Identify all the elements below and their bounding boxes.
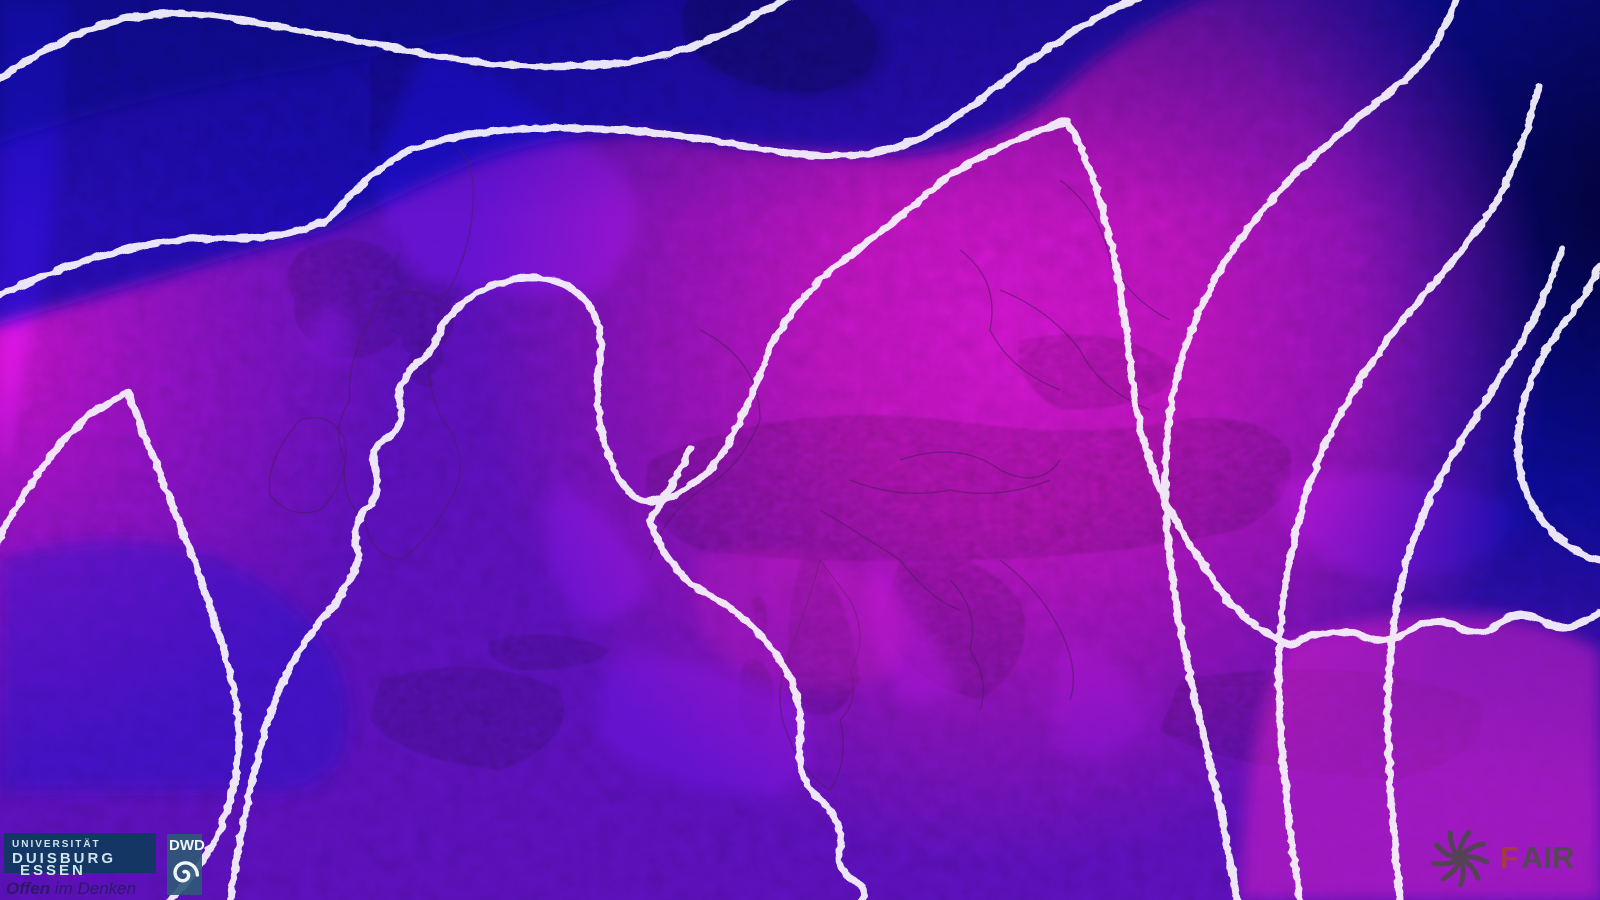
svg-text:ESSEN: ESSEN [20, 862, 86, 879]
svg-text:DWD: DWD [169, 837, 205, 854]
svg-text:F: F [1500, 840, 1519, 875]
svg-text:AIR: AIR [1521, 840, 1574, 875]
svg-text:UNIVERSITÄT: UNIVERSITÄT [12, 837, 101, 850]
svg-text:Offen im Denken: Offen im Denken [6, 879, 136, 898]
